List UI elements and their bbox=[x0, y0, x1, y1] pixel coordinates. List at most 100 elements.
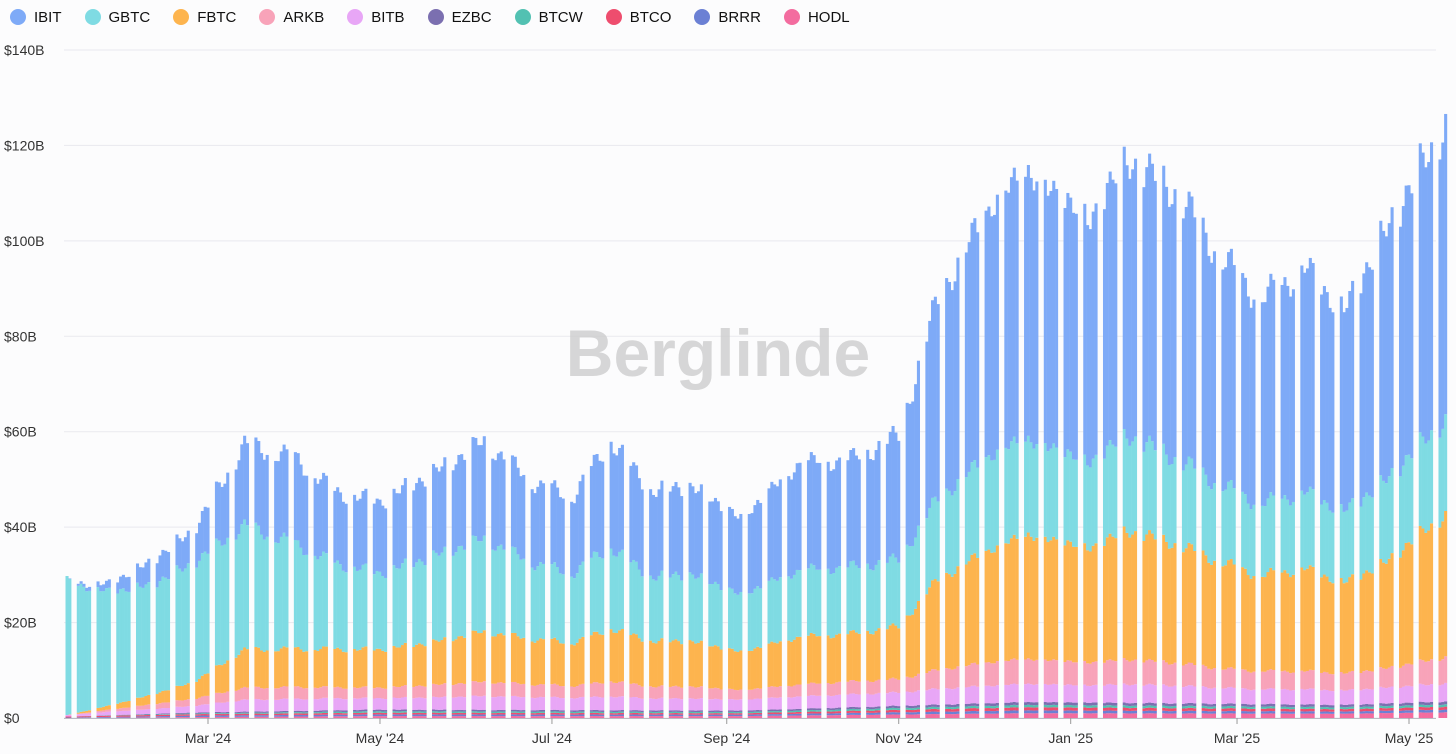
bar-segment-ezbc bbox=[1063, 702, 1067, 706]
bar-segment-hodl bbox=[1133, 713, 1138, 718]
bar-segment-btcw bbox=[1407, 705, 1411, 708]
bar-segment-btco bbox=[79, 716, 83, 718]
bar-segment-fbtc bbox=[750, 650, 754, 690]
bar-segment-btco bbox=[651, 713, 655, 715]
bar-segment-ibit bbox=[967, 242, 971, 472]
legend-item-btcw[interactable]: BTCW bbox=[514, 9, 583, 26]
bar-segment-ibit bbox=[640, 489, 644, 577]
bar-stack bbox=[1418, 143, 1422, 718]
bar-segment-btcw bbox=[494, 711, 498, 714]
bar-segment-btco bbox=[1187, 707, 1191, 711]
bar-segment-ibit bbox=[1325, 292, 1329, 503]
bar-segment-btcw bbox=[615, 711, 619, 714]
bar-segment-ezbc bbox=[970, 703, 974, 706]
bar-segment-fbtc bbox=[854, 632, 858, 682]
bar-segment-fbtc bbox=[358, 649, 362, 688]
bar-stack bbox=[888, 431, 892, 718]
bar-segment-bitb bbox=[1128, 685, 1132, 704]
legend-item-arkb[interactable]: ARKB bbox=[259, 9, 324, 26]
bar-segment-gbtc bbox=[99, 591, 103, 708]
bar-segment-brrr bbox=[885, 712, 889, 715]
bar-segment-ibit bbox=[1094, 203, 1098, 455]
legend-item-hodl[interactable]: HODL bbox=[783, 9, 850, 26]
bar-segment-btco bbox=[384, 712, 388, 715]
bar-segment-hodl bbox=[293, 716, 297, 718]
bar-segment-btcw bbox=[338, 711, 343, 714]
bar-segment-bitb bbox=[1105, 684, 1109, 703]
bar-segment-brrr bbox=[1184, 710, 1188, 714]
bar-segment-bitb bbox=[578, 697, 582, 711]
bar-segment-bitb bbox=[223, 702, 227, 713]
bar-segment-brrr bbox=[155, 716, 159, 718]
bar-segment-fbtc bbox=[739, 650, 743, 690]
legend-item-brrr[interactable]: BRRR bbox=[694, 9, 761, 26]
bar-segment-hodl bbox=[1260, 713, 1264, 718]
bar-segment-hodl bbox=[1071, 713, 1076, 718]
bar-segment-brrr bbox=[183, 715, 187, 718]
bar-segment-fbtc bbox=[166, 690, 171, 703]
bar-segment-ezbc bbox=[677, 710, 681, 712]
legend-item-btco[interactable]: BTCO bbox=[605, 9, 671, 26]
bar-segment-ibit bbox=[260, 453, 264, 535]
bar-segment-btcw bbox=[553, 711, 557, 713]
bar-segment-btco bbox=[660, 712, 664, 715]
bar-segment-fbtc bbox=[316, 650, 320, 689]
legend-item-gbtc[interactable]: GBTC bbox=[84, 9, 150, 26]
bar-segment-gbtc bbox=[1407, 454, 1411, 543]
bar-segment-hodl bbox=[1249, 713, 1253, 718]
bar-segment-btco bbox=[1190, 707, 1194, 711]
legend-item-ezbc[interactable]: EZBC bbox=[427, 9, 492, 26]
bar-segment-bitb bbox=[364, 697, 368, 710]
bar-segment-hodl bbox=[519, 716, 523, 718]
bar-segment-gbtc bbox=[262, 539, 266, 652]
bar-segment-brrr bbox=[733, 714, 737, 717]
bar-stack bbox=[1091, 211, 1095, 718]
legend-item-ibit[interactable]: IBIT bbox=[10, 9, 62, 26]
bar-segment-btco bbox=[203, 714, 207, 716]
bar-segment-hodl bbox=[355, 716, 359, 718]
bar-segment-ibit bbox=[102, 584, 106, 592]
bar-segment-brrr bbox=[677, 714, 681, 717]
bar-segment-btco bbox=[1167, 708, 1171, 712]
bar-segment-arkb bbox=[1418, 659, 1422, 684]
bar-stack bbox=[1345, 307, 1349, 718]
bar-segment-btcw bbox=[161, 714, 165, 715]
bar-stack bbox=[1012, 167, 1016, 718]
bar-segment-btcw bbox=[1187, 705, 1191, 708]
bar-segment-arkb bbox=[1162, 660, 1166, 685]
bar-stack bbox=[806, 460, 811, 718]
bar-segment-ezbc bbox=[1148, 702, 1152, 706]
bar-segment-btco bbox=[947, 708, 951, 712]
bar-segment-fbtc bbox=[519, 638, 523, 685]
bar-segment-bitb bbox=[629, 697, 633, 711]
bar-segment-hodl bbox=[214, 716, 218, 718]
bar-segment-arkb bbox=[733, 689, 737, 700]
bar-segment-btco bbox=[135, 715, 140, 717]
bar-segment-btco bbox=[835, 711, 839, 714]
bar-segment-brrr bbox=[1283, 711, 1287, 714]
bar-segment-brrr bbox=[533, 714, 537, 717]
bar-stack bbox=[1083, 203, 1087, 718]
bar-stack bbox=[553, 480, 557, 718]
bar-segment-btco bbox=[1266, 708, 1270, 712]
bar-segment-hodl bbox=[871, 714, 875, 718]
bar-segment-btcw bbox=[894, 708, 898, 710]
bar-segment-arkb bbox=[200, 696, 204, 705]
bar-segment-hodl bbox=[262, 716, 266, 718]
bar-segment-brrr bbox=[240, 715, 244, 717]
legend-item-bitb[interactable]: BITB bbox=[347, 9, 405, 26]
bar-segment-btco bbox=[1007, 707, 1011, 711]
bar-stack bbox=[494, 460, 498, 718]
bar-segment-btco bbox=[1322, 708, 1326, 712]
bar-segment-fbtc bbox=[905, 615, 909, 677]
bar-segment-ezbc bbox=[581, 709, 585, 712]
bar-segment-btco bbox=[336, 712, 340, 715]
bar-segment-bitb bbox=[358, 698, 362, 711]
bar-segment-btco bbox=[556, 712, 560, 715]
legend-item-fbtc[interactable]: FBTC bbox=[173, 9, 236, 26]
bar-segment-btcw bbox=[200, 713, 204, 715]
bar-segment-bitb bbox=[897, 692, 901, 707]
bar-stack bbox=[198, 522, 202, 718]
bar-segment-btco bbox=[1291, 709, 1295, 712]
bar-segment-fbtc bbox=[1043, 536, 1047, 660]
